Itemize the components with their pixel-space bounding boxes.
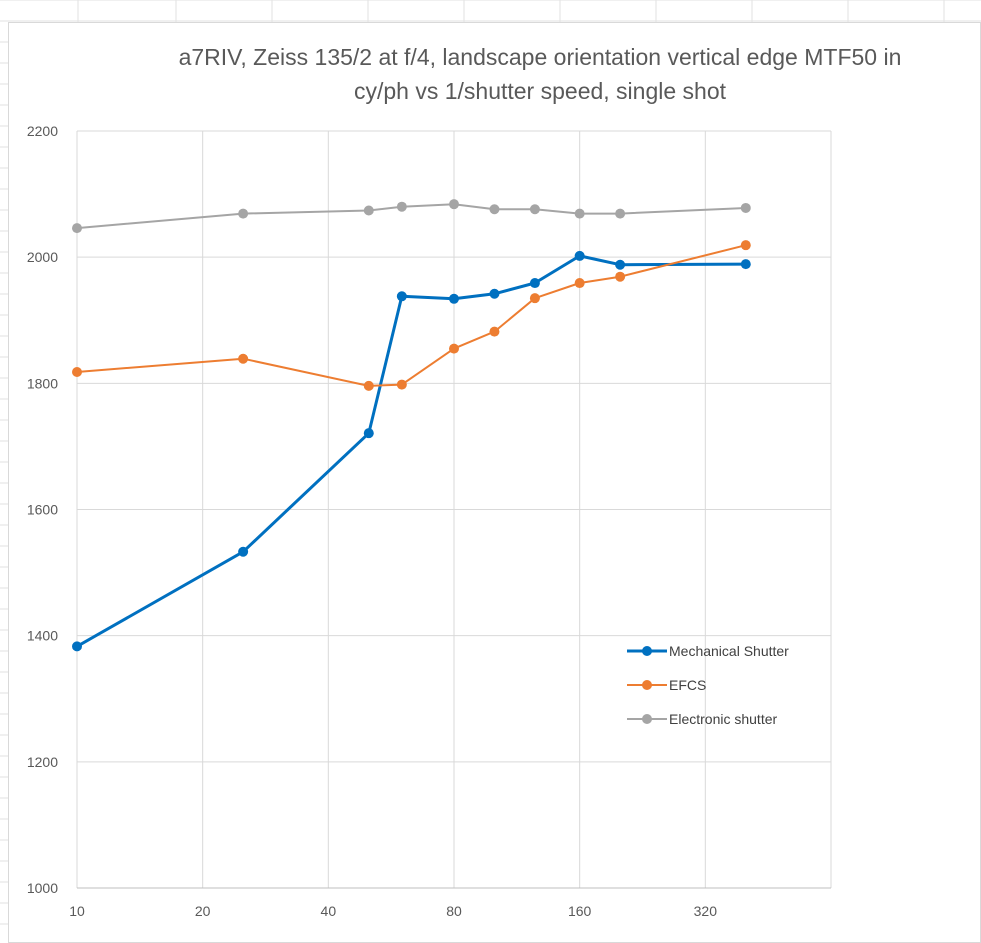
data-point [489,288,500,299]
series-line [76,254,746,648]
legend-item-efcs: EFCS [625,668,789,702]
data-point [363,205,374,216]
legend-swatch-efcs [627,680,667,690]
data-point [489,204,500,215]
x-tick-label: 40 [321,903,337,919]
legend-label-mechanical: Mechanical Shutter [669,643,789,659]
data-point [396,379,407,390]
legend-item-mechanical: Mechanical Shutter [625,634,789,668]
data-point [615,271,626,282]
y-tick-label: 2000 [27,249,58,265]
chart-title: a7RIV, Zeiss 135/2 at f/4, landscape ori… [178,44,902,104]
data-point [396,291,407,302]
y-tick-label: 1800 [27,375,58,391]
data-point [363,428,374,439]
data-point [529,278,540,289]
data-point [449,199,459,210]
y-tick-label: 1000 [27,880,58,896]
data-point [615,208,626,219]
x-tick-label: 20 [195,903,211,919]
data-point [238,353,249,364]
legend-marker [642,680,652,690]
data-point [574,250,585,261]
data-point [574,278,585,289]
legend-marker [642,714,652,724]
y-tick-label: 1400 [27,628,58,644]
data-point [574,208,585,219]
legend-label-efcs: EFCS [669,677,707,693]
data-point [740,202,751,213]
legend-swatch-electronic [627,714,667,724]
data-point [363,380,374,391]
data-point [529,204,540,215]
data-point [72,366,82,377]
y-tick-label: 1600 [27,502,58,518]
data-point [72,223,82,234]
x-tick-label: 320 [694,903,718,919]
data-point [740,259,751,270]
data-point [449,343,459,354]
legend-swatch-mechanical [627,646,667,656]
legend-marker [642,646,652,656]
data-point [72,641,82,652]
data-point [529,293,540,304]
series-line [76,244,747,387]
legend-label-electronic: Electronic shutter [669,711,778,727]
data-point [238,546,249,557]
data-point [489,326,500,337]
data-point [238,208,249,219]
chart-area[interactable] [8,22,981,943]
x-tick-label: 80 [446,903,462,919]
data-point [449,293,459,304]
data-point [740,240,751,251]
x-tick-label: 10 [69,903,85,919]
y-tick-label: 2200 [27,123,58,139]
data-point [396,201,407,212]
x-tick-label: 160 [568,903,592,919]
legend: Mechanical Shutter EFCS Electronic shutt… [625,634,789,736]
series-line [76,203,746,230]
y-tick-label: 1200 [27,754,58,770]
legend-item-electronic: Electronic shutter [625,702,789,736]
data-point [615,259,626,270]
